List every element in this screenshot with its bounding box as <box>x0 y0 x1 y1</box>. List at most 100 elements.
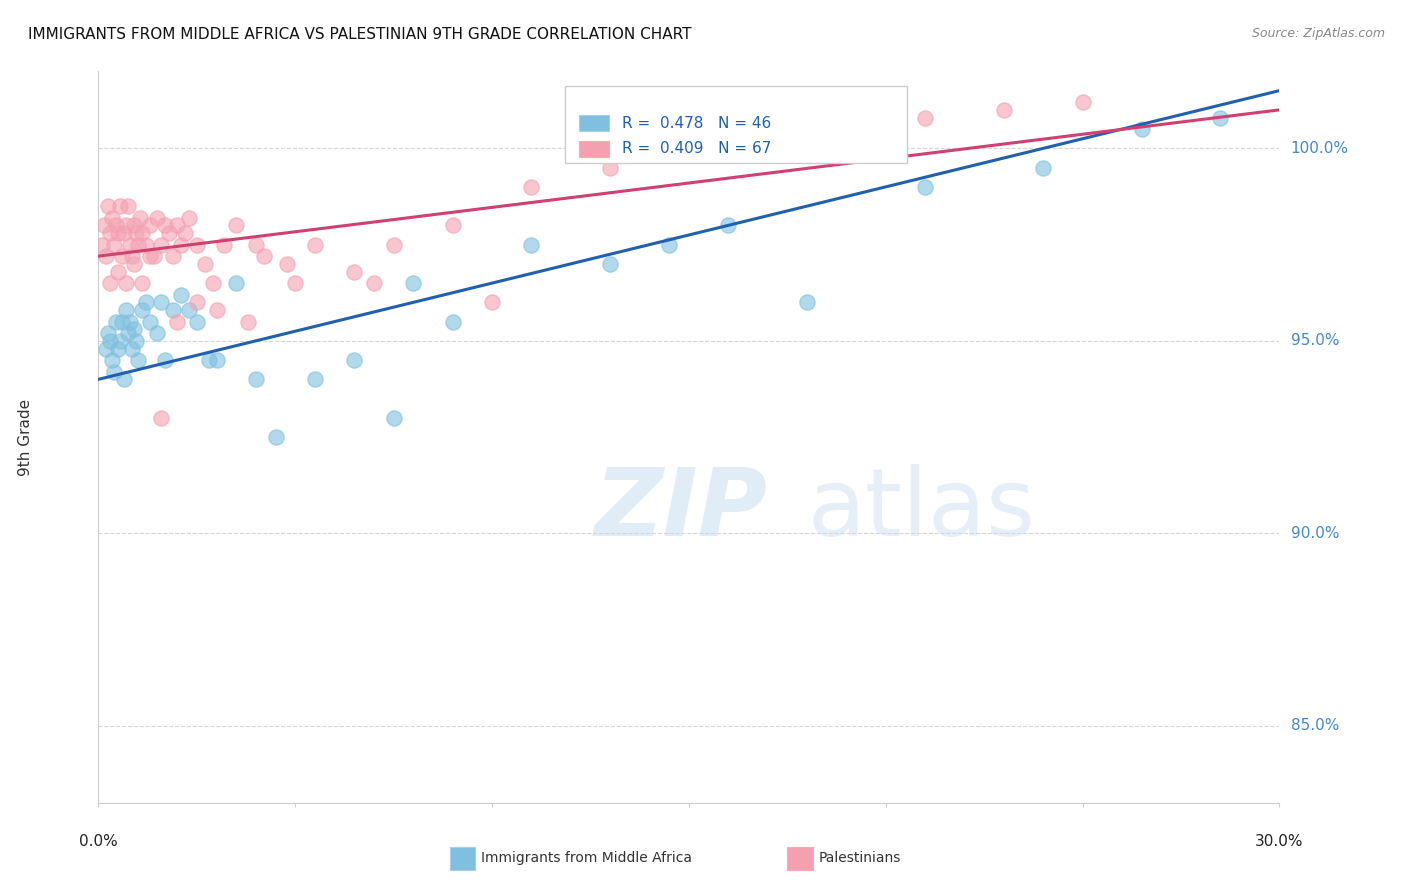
Point <box>363 276 385 290</box>
Text: 9th Grade: 9th Grade <box>18 399 34 475</box>
Point <box>599 257 621 271</box>
Text: IMMIGRANTS FROM MIDDLE AFRICA VS PALESTINIAN 9TH GRADE CORRELATION CHART: IMMIGRANTS FROM MIDDLE AFRICA VS PALESTI… <box>28 27 692 42</box>
Point <box>128 211 150 225</box>
Point <box>112 226 135 240</box>
Text: 90.0%: 90.0% <box>1291 525 1339 541</box>
Point <box>115 219 138 233</box>
Point <box>304 237 326 252</box>
Point <box>121 249 143 263</box>
Point <box>520 179 543 194</box>
Point <box>1071 95 1094 110</box>
Text: atlas: atlas <box>807 464 1035 557</box>
Point <box>131 303 153 318</box>
Text: R =  0.409   N = 67: R = 0.409 N = 67 <box>621 142 770 156</box>
Bar <box>579 115 609 131</box>
Point <box>481 295 503 310</box>
Point <box>717 219 740 233</box>
Point <box>382 237 405 252</box>
Point <box>93 219 115 233</box>
Point <box>117 326 139 340</box>
Point <box>96 249 118 263</box>
Point <box>122 322 145 336</box>
Point <box>157 226 180 240</box>
Point <box>166 315 188 329</box>
Point <box>245 372 267 386</box>
Point <box>122 219 145 233</box>
Text: 85.0%: 85.0% <box>1291 718 1339 733</box>
Point <box>107 342 129 356</box>
Text: 0.0%: 0.0% <box>79 834 118 848</box>
Point <box>186 315 208 329</box>
Point <box>186 295 208 310</box>
Point <box>197 353 219 368</box>
Point <box>96 342 118 356</box>
Point <box>756 122 779 136</box>
Point <box>125 226 148 240</box>
Text: Source: ZipAtlas.com: Source: ZipAtlas.com <box>1251 27 1385 40</box>
Point <box>284 276 307 290</box>
Point <box>225 276 247 290</box>
Point <box>115 276 138 290</box>
Point <box>111 315 134 329</box>
Point <box>253 249 276 263</box>
Point <box>177 211 200 225</box>
Point <box>236 315 259 329</box>
Point <box>1209 111 1232 125</box>
Point <box>138 219 160 233</box>
Point <box>101 353 124 368</box>
Point <box>225 219 247 233</box>
Point <box>162 303 184 318</box>
Point <box>125 334 148 348</box>
Point <box>835 103 858 117</box>
Point <box>117 199 139 213</box>
Point <box>177 303 200 318</box>
Point <box>122 257 145 271</box>
Point <box>402 276 425 290</box>
Point <box>599 161 621 175</box>
Point <box>118 237 141 252</box>
Text: ZIP: ZIP <box>595 464 768 557</box>
Point <box>105 219 128 233</box>
Text: 30.0%: 30.0% <box>1256 834 1303 848</box>
Point <box>91 237 114 252</box>
Point <box>115 303 138 318</box>
Point <box>101 211 124 225</box>
Point <box>170 287 193 301</box>
Point <box>304 372 326 386</box>
Point <box>127 237 149 252</box>
Point <box>108 199 131 213</box>
Point <box>107 264 129 278</box>
Bar <box>579 141 609 157</box>
Text: R =  0.478   N = 46: R = 0.478 N = 46 <box>621 116 770 131</box>
Point <box>142 249 165 263</box>
Point <box>1032 161 1054 175</box>
Text: Immigrants from Middle Africa: Immigrants from Middle Africa <box>481 851 692 865</box>
Point <box>166 219 188 233</box>
Point <box>121 342 143 356</box>
Point <box>107 226 129 240</box>
Point <box>98 334 121 348</box>
Point <box>118 315 141 329</box>
Point <box>131 226 153 240</box>
Point <box>150 295 173 310</box>
Point <box>658 237 681 252</box>
Point <box>245 237 267 252</box>
Point <box>993 103 1015 117</box>
Point <box>441 219 464 233</box>
Point <box>264 430 287 444</box>
Point <box>914 179 936 194</box>
Point <box>135 237 157 252</box>
Point <box>108 334 131 348</box>
Point <box>103 365 125 379</box>
Point <box>138 249 160 263</box>
Point <box>914 111 936 125</box>
Point <box>98 226 121 240</box>
Point <box>162 249 184 263</box>
Point <box>155 353 177 368</box>
Point <box>105 315 128 329</box>
Point <box>1130 122 1153 136</box>
Point <box>441 315 464 329</box>
Point <box>150 410 173 425</box>
Point <box>146 211 169 225</box>
Point <box>155 219 177 233</box>
